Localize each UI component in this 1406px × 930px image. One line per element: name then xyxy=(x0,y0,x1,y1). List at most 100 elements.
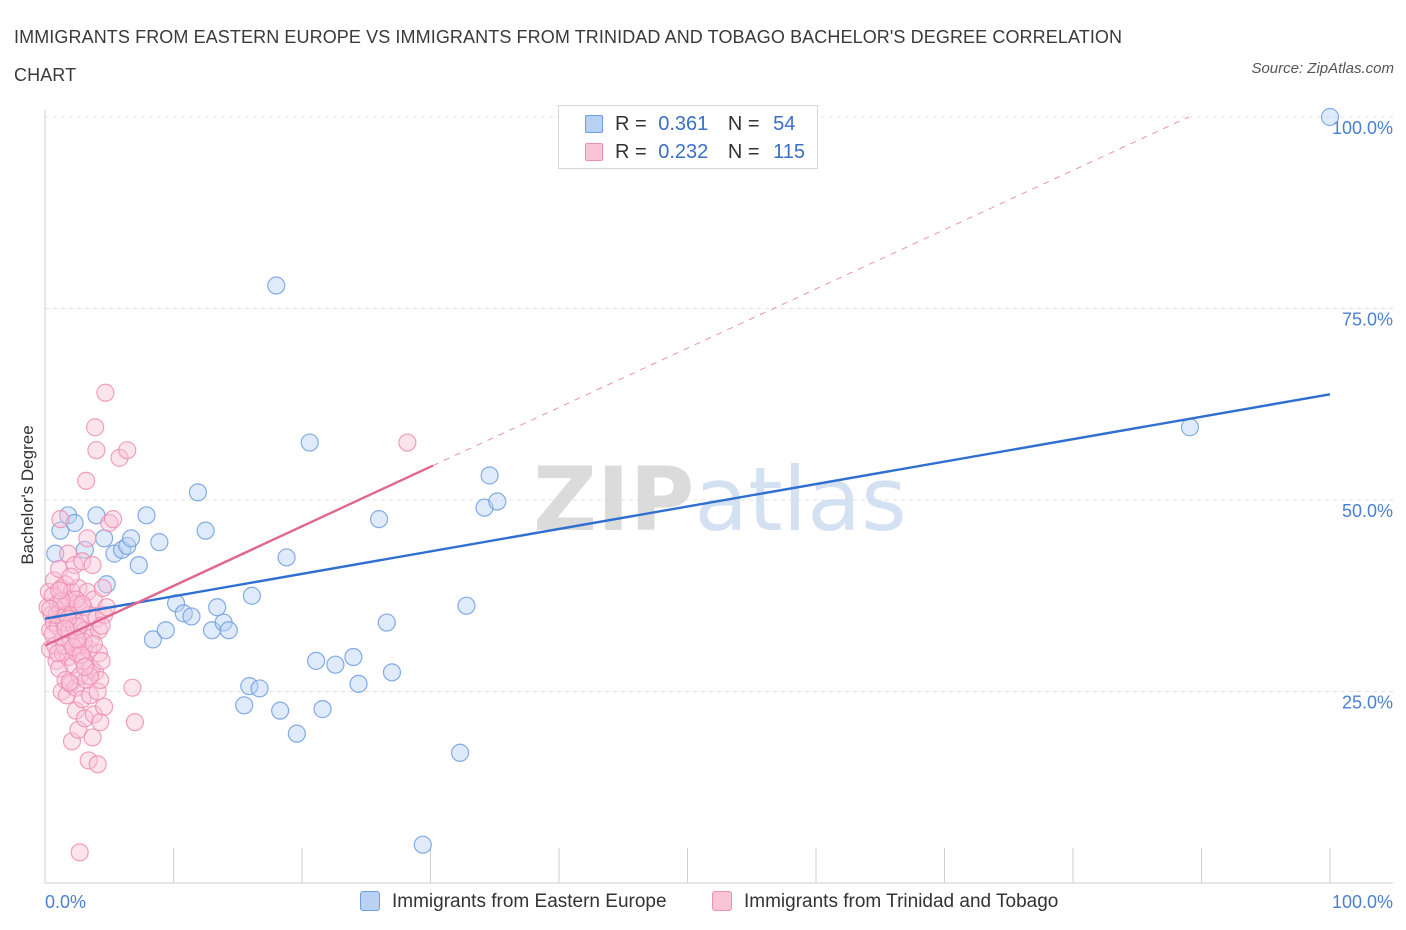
legend-r-label: R = xyxy=(615,113,647,135)
x-tick-label-0: 0.0% xyxy=(45,892,86,912)
gridlines xyxy=(45,116,1393,692)
point-0-45 xyxy=(457,596,476,615)
point-1-101 xyxy=(80,667,100,686)
point-0-15 xyxy=(150,533,169,552)
trend-line-1 xyxy=(44,464,434,647)
point-1-54 xyxy=(77,471,96,490)
point-0-49 xyxy=(1180,418,1200,437)
source-credit: Source: ZipAtlas.com xyxy=(1251,60,1394,77)
legend-n-value: 115 xyxy=(773,141,806,163)
point-1-89 xyxy=(125,713,145,732)
point-1-95 xyxy=(48,644,67,663)
axes xyxy=(44,110,1393,884)
point-0-36 xyxy=(313,700,332,719)
point-1-68 xyxy=(86,418,105,437)
point-0-42 xyxy=(382,663,402,682)
y-axis-title: Bachelor's Degree xyxy=(18,425,37,564)
point-1-87 xyxy=(118,441,137,460)
point-0-39 xyxy=(349,674,368,693)
legend-item-trinidad-tobago[interactable]: Immigrants from Trinidad and Tobago xyxy=(712,888,1058,916)
point-0-21 xyxy=(196,521,215,540)
point-0-30 xyxy=(267,276,286,295)
legend-item-eastern-europe[interactable]: Immigrants from Eastern Europe xyxy=(360,888,667,916)
point-1-49 xyxy=(73,552,92,571)
point-1-92 xyxy=(61,567,80,586)
point-0-0 xyxy=(46,544,65,563)
point-0-35 xyxy=(307,651,326,670)
point-0-3 xyxy=(65,513,84,533)
point-1-112 xyxy=(398,433,417,452)
legend-swatch-pink xyxy=(712,891,732,911)
legend-row-trinidad-tobago: R = 0.232 N = 115 xyxy=(585,140,805,164)
point-0-37 xyxy=(326,655,345,674)
y-tick-label-3: 100.0% xyxy=(1332,118,1393,138)
legend-swatch-blue xyxy=(360,891,380,911)
point-1-81 xyxy=(95,697,114,716)
y-tick-label-0: 25.0% xyxy=(1342,693,1393,713)
point-1-27 xyxy=(59,544,78,563)
point-0-25 xyxy=(219,621,238,640)
point-0-27 xyxy=(235,696,254,715)
series-layer xyxy=(38,107,1340,862)
legend-r-value: 0.232 xyxy=(658,141,709,163)
point-0-44 xyxy=(450,743,470,762)
point-0-34 xyxy=(300,433,319,452)
point-1-33 xyxy=(62,732,82,751)
y-tick-label-1: 50.0% xyxy=(1342,501,1393,521)
point-1-73 xyxy=(88,755,107,774)
point-0-14 xyxy=(143,630,163,649)
x-tick-label-1: 100.0% xyxy=(1332,892,1393,912)
point-1-76 xyxy=(91,713,110,732)
point-0-31 xyxy=(271,701,290,720)
legend-swatch-pink xyxy=(585,143,603,161)
point-0-16 xyxy=(156,621,175,640)
legend-n-label: N = xyxy=(727,141,760,163)
point-1-82 xyxy=(96,383,115,402)
stats-legend: R = 0.361 N = 54 R = 0.232 N = 115 xyxy=(558,105,818,169)
point-0-26 xyxy=(242,586,261,605)
series-0 xyxy=(46,107,1340,854)
point-1-86 xyxy=(110,448,129,467)
legend-r-label: R = xyxy=(615,141,647,163)
point-1-35 xyxy=(64,655,83,674)
point-1-109 xyxy=(60,673,79,692)
point-1-57 xyxy=(78,529,97,548)
point-1-78 xyxy=(92,651,111,670)
y-tick-label-2: 75.0% xyxy=(1342,310,1393,330)
point-0-23 xyxy=(208,598,227,617)
trend-layer xyxy=(44,116,1331,647)
point-1-59 xyxy=(79,751,98,770)
chart-title: IMMIGRANTS FROM EASTERN EUROPE VS IMMIGR… xyxy=(14,27,1123,85)
point-1-104 xyxy=(41,599,60,618)
y-tick-labels: 25.0% 50.0% 75.0% 100.0% xyxy=(1332,118,1393,713)
point-0-38 xyxy=(344,647,363,667)
point-0-48 xyxy=(488,492,507,511)
point-0-12 xyxy=(129,556,148,575)
legend-n-value: 54 xyxy=(773,113,796,135)
point-0-19 xyxy=(182,607,201,626)
point-1-85 xyxy=(104,510,123,529)
x-ticks xyxy=(44,848,1331,883)
legend-n-label: N = xyxy=(727,113,760,135)
watermark-zip: ZIP xyxy=(533,448,694,551)
point-1-111 xyxy=(75,657,94,677)
point-1-79 xyxy=(93,578,112,598)
point-1-107 xyxy=(84,634,103,654)
point-1-65 xyxy=(83,728,102,747)
legend-r-value: 0.361 xyxy=(658,113,709,135)
point-1-72 xyxy=(88,682,107,701)
point-0-29 xyxy=(250,679,269,698)
point-0-41 xyxy=(377,613,396,632)
point-0-50 xyxy=(1320,107,1340,127)
point-0-32 xyxy=(277,548,296,567)
point-1-15 xyxy=(51,510,70,529)
point-1-64 xyxy=(83,556,102,575)
point-1-71 xyxy=(87,441,106,460)
point-1-105 xyxy=(50,581,69,600)
watermark: ZIPatlas xyxy=(533,448,907,551)
trend-line-0 xyxy=(44,393,1331,620)
point-1-97 xyxy=(66,590,85,609)
point-0-11 xyxy=(121,529,141,548)
x-tick-labels: 0.0% 100.0% xyxy=(45,892,1393,912)
